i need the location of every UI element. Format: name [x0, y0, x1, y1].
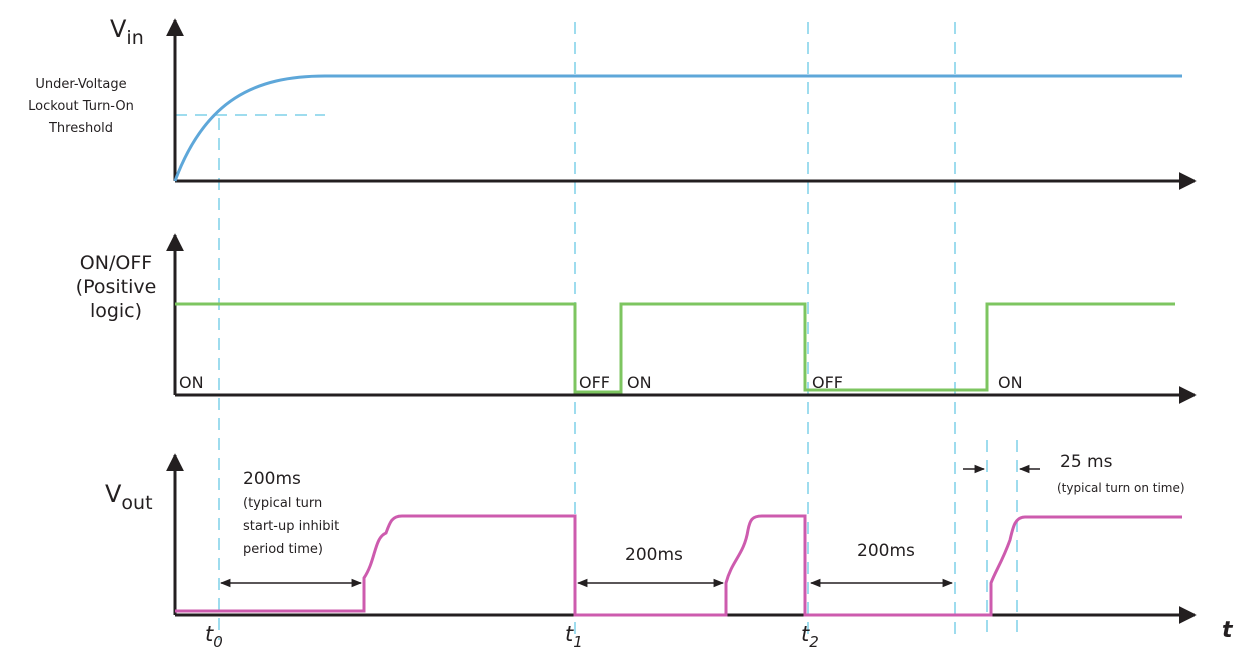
vout-axis-label: Vout: [105, 480, 153, 514]
inhibit-note-line3: period time): [243, 542, 323, 557]
state-on-2: ON: [627, 373, 652, 392]
onoff-label-line3: logic): [90, 300, 142, 322]
turn-on-value: 25 ms: [1060, 452, 1113, 472]
delay-2-value: 200ms: [625, 545, 683, 565]
time-axis-label: t: [1222, 618, 1234, 643]
vout-trace: [175, 514, 1182, 617]
threshold-label-line2: Lockout Turn-On: [28, 99, 134, 114]
turn-on-note: (typical turn on time): [1057, 481, 1185, 495]
threshold-label-line1: Under-Voltage: [35, 77, 126, 92]
state-on-1: ON: [179, 373, 204, 392]
time-marker-t2-sub: 2: [809, 633, 819, 651]
inhibit-note-line1: (typical turn: [243, 496, 322, 511]
threshold-label-line3: Threshold: [48, 121, 113, 136]
vout-label-sub: out: [121, 492, 152, 514]
state-off-2: OFF: [812, 373, 843, 392]
inhibit-note-line2: start-up inhibit: [243, 519, 339, 534]
time-marker-t0-sub: 0: [213, 633, 223, 651]
delay-3-value: 200ms: [857, 541, 915, 561]
time-marker-t2-main: t: [801, 622, 810, 646]
inhibit-value: 200ms: [243, 469, 301, 489]
vout-label-main: V: [105, 480, 122, 508]
time-markers: t0 t1 t2 t: [205, 618, 1234, 651]
onoff-trace: [175, 302, 1175, 394]
vin-axis-label: Vin: [110, 15, 144, 49]
onoff-label-line1: ON/OFF: [80, 252, 152, 274]
vin-label-main: V: [110, 15, 127, 43]
state-on-3: ON: [998, 373, 1023, 392]
time-marker-t2: t2: [801, 622, 819, 651]
time-marker-t0: t0: [205, 622, 223, 651]
onoff-panel: ON/OFF (Positive logic) ON OFF ON OFF ON: [76, 233, 1197, 404]
vin-label-sub: in: [126, 27, 143, 49]
vin-trace: [173, 74, 1182, 182]
time-marker-t1-sub: 1: [573, 633, 583, 651]
vout-panel: Vout 200ms (typical turn start-up inhibi…: [105, 452, 1197, 624]
time-marker-t0-main: t: [205, 622, 214, 646]
time-marker-t1: t1: [565, 622, 583, 651]
onoff-label-line2: (Positive: [76, 276, 157, 298]
time-marker-t1-main: t: [565, 622, 574, 646]
state-off-1: OFF: [579, 373, 610, 392]
vin-panel: Vin Under-Voltage Lockout Turn-On Thresh…: [28, 15, 1197, 190]
